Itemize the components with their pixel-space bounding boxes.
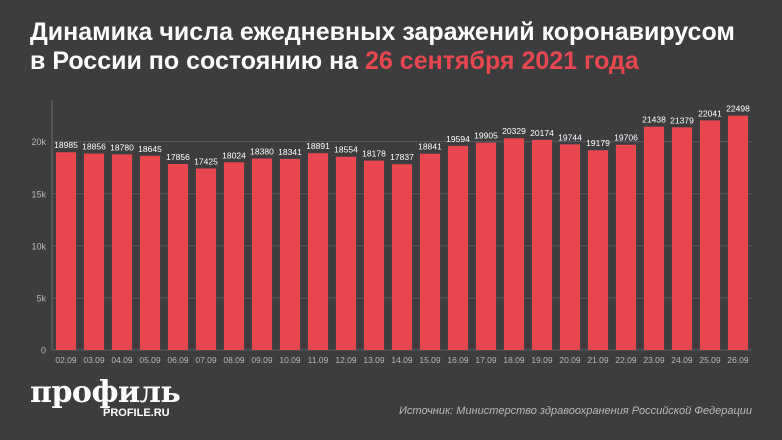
- data-label: 18780: [110, 142, 134, 152]
- bar: [391, 164, 413, 350]
- bar: [111, 154, 133, 350]
- bar: [587, 150, 609, 350]
- bar: [643, 126, 665, 350]
- data-label: 18985: [54, 140, 78, 150]
- x-tick-label: 05.09: [139, 355, 161, 365]
- x-tick-label: 07.09: [195, 355, 217, 365]
- bar: [531, 139, 553, 350]
- x-tick-label: 04.09: [111, 355, 133, 365]
- data-label: 19179: [586, 138, 610, 148]
- y-tick-label: 15k: [31, 189, 46, 199]
- x-tick-label: 21.09: [587, 355, 609, 365]
- data-label: 18178: [362, 149, 386, 159]
- profile-site-label: PROFILE.RU: [103, 407, 170, 419]
- x-tick-label: 16.09: [447, 355, 469, 365]
- data-label: 18645: [138, 144, 162, 154]
- data-label: 18341: [278, 147, 302, 157]
- data-label: 21379: [670, 115, 694, 125]
- chart-title: Динамика числа ежедневных заражений коро…: [30, 18, 770, 76]
- bar: [727, 115, 749, 350]
- bar: [279, 158, 301, 350]
- x-tick-label: 15.09: [419, 355, 441, 365]
- data-label: 19594: [446, 134, 470, 144]
- bar: [699, 120, 721, 350]
- bar: [167, 164, 189, 350]
- x-tick-label: 13.09: [363, 355, 385, 365]
- y-tick-label: 20k: [31, 137, 46, 147]
- y-tick-label: 10k: [31, 241, 46, 251]
- y-tick-label: 5k: [36, 293, 46, 303]
- data-label: 18891: [306, 141, 330, 151]
- bar: [363, 160, 385, 350]
- bar: [615, 144, 637, 350]
- bar: [335, 156, 357, 350]
- x-tick-label: 08.09: [223, 355, 245, 365]
- x-tick-label: 11.09: [308, 355, 329, 365]
- x-tick-label: 19.09: [531, 355, 553, 365]
- title-line-1: Динамика числа ежедневных заражений коро…: [30, 18, 735, 46]
- profile-logo: профиль: [30, 375, 181, 410]
- x-tick-label: 23.09: [643, 355, 665, 365]
- bar: [83, 153, 105, 350]
- x-tick-label: 03.09: [83, 355, 105, 365]
- x-tick-label: 10.09: [279, 355, 301, 365]
- bar: [55, 152, 77, 350]
- x-tick-label: 14.09: [391, 355, 413, 365]
- x-tick-label: 18.09: [503, 355, 525, 365]
- data-label: 19744: [558, 132, 582, 142]
- title-line-2-prefix: в России по состоянию на: [30, 47, 366, 75]
- title-date-highlight: 26 сентября 2021 года: [365, 47, 639, 75]
- data-label: 22041: [698, 108, 722, 118]
- x-tick-label: 09.09: [251, 355, 273, 365]
- x-tick-label: 06.09: [167, 355, 189, 365]
- data-label: 17425: [194, 156, 218, 166]
- bar: [503, 138, 525, 350]
- data-label: 18554: [334, 145, 358, 155]
- data-label: 17837: [390, 152, 414, 162]
- x-tick-label: 24.09: [671, 355, 693, 365]
- data-label: 19706: [614, 133, 638, 143]
- bar: [671, 127, 693, 350]
- source-note: Источник: Министерство здравоохранения Р…: [399, 405, 752, 417]
- data-label: 17856: [166, 152, 190, 162]
- data-label: 18380: [250, 147, 274, 157]
- title-line-2: в России по состоянию на 26 сентября 202…: [30, 47, 770, 76]
- x-tick-label: 17.09: [475, 355, 497, 365]
- x-tick-label: 12.09: [335, 355, 357, 365]
- y-tick-label: 0: [41, 346, 46, 356]
- bar: [223, 162, 245, 350]
- bar: [559, 144, 581, 350]
- x-tick-label: 26.09: [727, 355, 749, 365]
- data-label: 21438: [642, 115, 666, 125]
- bar: [307, 153, 329, 350]
- bar: [139, 155, 161, 350]
- bar: [251, 158, 273, 350]
- data-label: 18856: [82, 142, 106, 152]
- bar: [475, 142, 497, 350]
- data-label: 20174: [530, 128, 554, 138]
- data-label: 19905: [474, 131, 498, 141]
- x-tick-label: 22.09: [615, 355, 637, 365]
- data-label: 18841: [418, 142, 442, 152]
- x-tick-label: 25.09: [699, 355, 721, 365]
- x-tick-label: 02.09: [55, 355, 77, 365]
- data-label: 22498: [726, 104, 750, 114]
- x-tick-label: 20.09: [559, 355, 581, 365]
- bar: [195, 168, 217, 350]
- bar: [447, 145, 469, 350]
- bar: [419, 153, 441, 350]
- data-label: 20329: [502, 126, 526, 136]
- data-label: 18024: [222, 150, 246, 160]
